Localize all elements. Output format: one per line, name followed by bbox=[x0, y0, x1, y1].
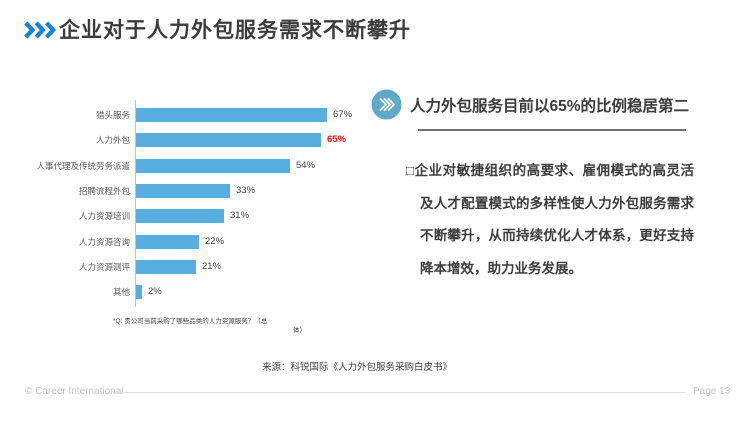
chart-value-label: 2% bbox=[148, 286, 162, 298]
bar-chart: 猎头服务 67% 人力外包 65% 人事代理及传统劳务派遣 54% 招聘流程外包 33% 人力资… bbox=[0, 0, 452, 373]
panel-paragraph-text: 企业对敏捷组织的高要求、雇佣模式的高灵活及人才配置模式的多样性使人力外包服务需求… bbox=[414, 163, 695, 276]
chart-value-label: 21% bbox=[202, 260, 222, 272]
chart-bar bbox=[136, 133, 321, 148]
footer-page-number: Page 13 bbox=[693, 386, 731, 397]
chart-category-label: 招聘流程外包 bbox=[78, 185, 130, 196]
panel-paragraph: □企业对敏捷组织的高要求、雇佣模式的高灵活及人才配置模式的多样性使人力外包服务需… bbox=[406, 155, 694, 285]
chart-value-label: 31% bbox=[230, 210, 250, 222]
chart-value-label: 22% bbox=[205, 235, 225, 247]
chart-bar bbox=[136, 209, 224, 224]
chart-bar bbox=[136, 183, 230, 198]
chart-category-label: 人力资源咨询 bbox=[78, 236, 130, 247]
chart-axis-line bbox=[135, 100, 136, 307]
chart-caption: *Q: 贵公司当前采购了哪些品类的人力资源服务？（总 体） bbox=[113, 317, 323, 335]
chart-category-label: 猎头服务 bbox=[95, 110, 130, 120]
heading-underline bbox=[418, 129, 686, 131]
chart-bar bbox=[136, 259, 196, 274]
chart-bar bbox=[136, 234, 199, 249]
chart-value-label: 33% bbox=[236, 184, 256, 196]
page-title: 企业对于人力外包服务需求不断攀升 bbox=[59, 19, 411, 42]
chart-category-label: 人力资源培训 bbox=[78, 211, 130, 222]
chart-value-label: 65% bbox=[327, 134, 347, 146]
triple-chevron-icon bbox=[24, 21, 56, 39]
chart-value-label: 54% bbox=[296, 159, 316, 171]
chart-category-label: 人事代理及传统劳务派遣 bbox=[36, 160, 130, 171]
chart-category-label: 人力资源测评 bbox=[78, 261, 130, 272]
footer-copyright: © Career International bbox=[25, 386, 124, 397]
chart-category-label: 其他 bbox=[112, 287, 130, 298]
chart-bar bbox=[136, 108, 327, 122]
footer-divider-line bbox=[113, 392, 685, 393]
chart-value-label: 67% bbox=[333, 109, 353, 120]
chart-bar bbox=[136, 285, 142, 300]
chart-caption-line2: 体） bbox=[293, 327, 306, 334]
chart-caption-line1: *Q: 贵公司当前采购了哪些品类的人力资源服务？（总 bbox=[113, 318, 268, 325]
circle-chevron-icon bbox=[371, 89, 402, 120]
chart-source: 来源：科锐国际《人力外包服务采购白皮书》 bbox=[262, 362, 453, 373]
chart-bar bbox=[136, 158, 290, 173]
chart-category-label: 人力外包 bbox=[95, 135, 130, 146]
panel-heading: 人力外包服务目前以65%的比例稳居第二 bbox=[410, 98, 690, 115]
square-bullet-icon: □ bbox=[406, 163, 415, 178]
